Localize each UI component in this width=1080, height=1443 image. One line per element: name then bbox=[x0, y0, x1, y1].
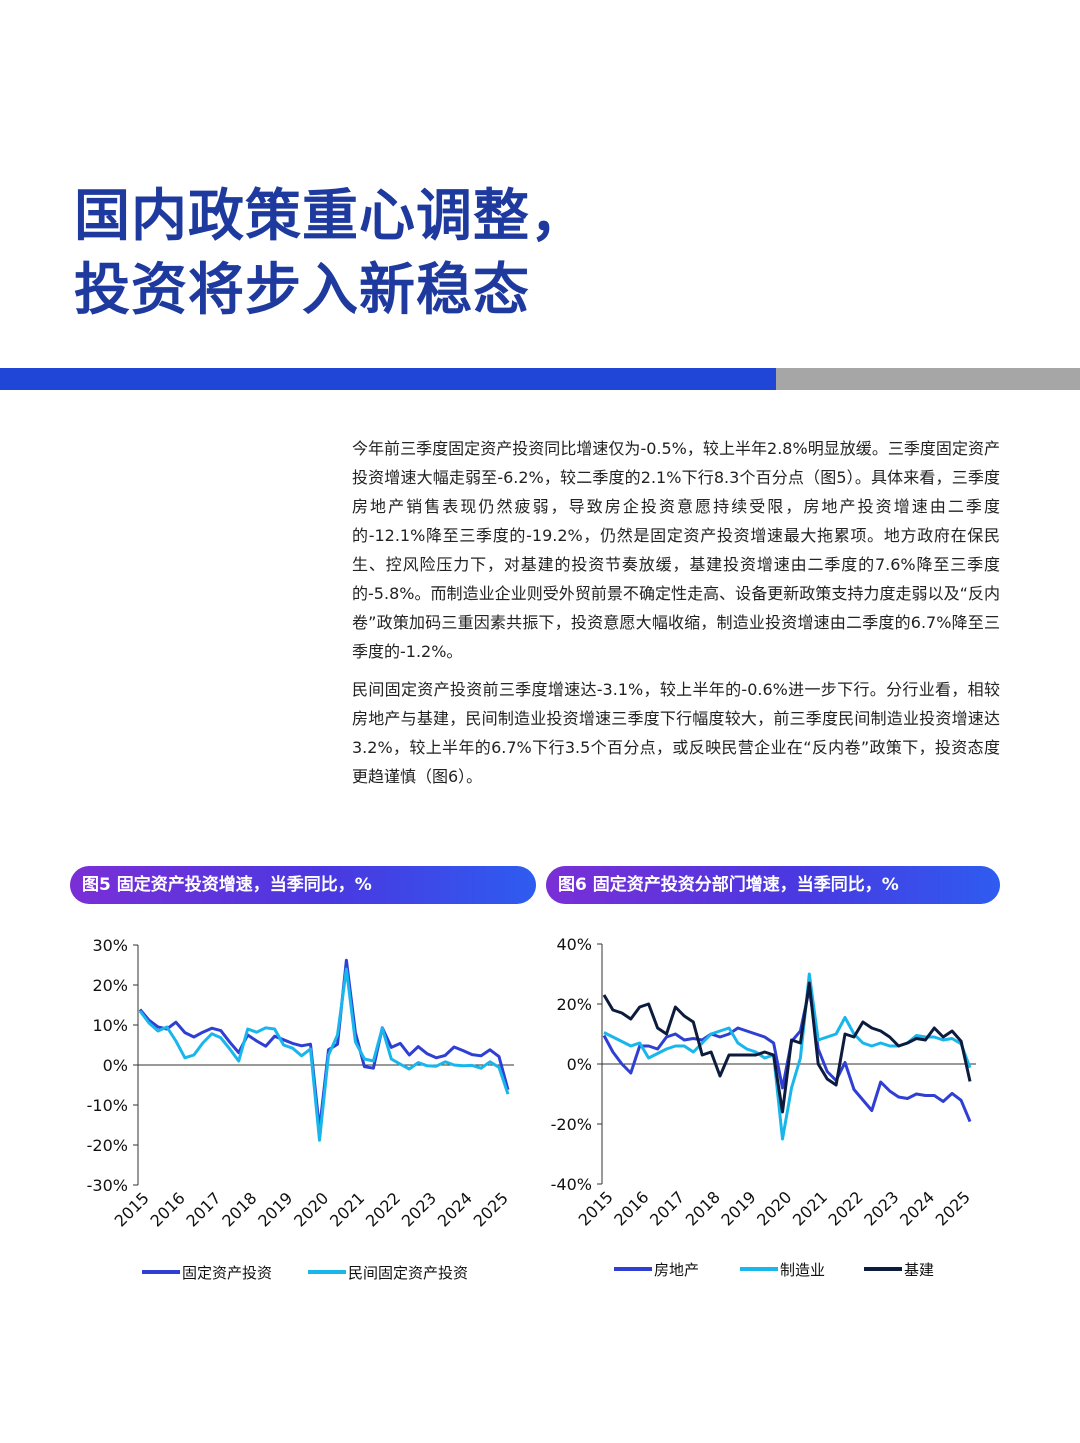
chart5-x-tick-label: 2025 bbox=[470, 1188, 512, 1230]
chart5-legend-label: 民间固定资产投资 bbox=[348, 1264, 468, 1282]
chart5-x-tick-label: 2018 bbox=[218, 1188, 260, 1230]
divider-blue-segment bbox=[0, 368, 776, 390]
chart5-y-tick-label: -30% bbox=[87, 1176, 128, 1195]
chart6-x-tick-label: 2021 bbox=[789, 1187, 831, 1229]
chart6-series-line-2 bbox=[602, 981, 972, 1114]
chart6-x-tick-label: 2025 bbox=[932, 1187, 974, 1229]
chart5-x-tick-label: 2020 bbox=[290, 1188, 332, 1230]
chart6-x-tick-label: 2016 bbox=[610, 1187, 652, 1229]
chart5-y-tick-label: 20% bbox=[92, 976, 128, 995]
chart6-legend-label: 房地产 bbox=[654, 1261, 699, 1279]
chart5-legend-label: 固定资产投资 bbox=[182, 1264, 272, 1282]
chart6-x-tick-label: 2020 bbox=[753, 1187, 795, 1229]
chart6-y-tick-label: -20% bbox=[551, 1115, 592, 1134]
paragraph-2: 民间固定资产投资前三季度增速达-3.1%，较上半年的-0.6%进一步下行。分行业… bbox=[352, 680, 1000, 786]
chart6-legend-label: 制造业 bbox=[780, 1261, 825, 1279]
chart5-y-tick-label: 0% bbox=[103, 1056, 128, 1075]
section-divider bbox=[0, 368, 1080, 390]
chart5-fixed-investment-growth: 30%20%10%0%-10%-20%-30%20152016201720182… bbox=[87, 936, 514, 1282]
title-line-2: 投资将步入新稳态 bbox=[74, 258, 530, 323]
chart5-series-line-1 bbox=[138, 967, 510, 1142]
body-text: 今年前三季度固定资产投资同比增速仅为-0.5%，较上半年2.8%明显放缓。三季度… bbox=[352, 434, 1000, 800]
chart6-series-line-1 bbox=[603, 972, 972, 1141]
chart5-x-tick-label: 2024 bbox=[434, 1188, 476, 1230]
chart6-x-tick-label: 2017 bbox=[646, 1187, 688, 1229]
chart6-sector-investment-growth: 40%20%0%-20%-40%201520162017201820192020… bbox=[551, 935, 976, 1279]
chart5-title: 图5 固定资产投资增速，当季同比，% bbox=[70, 866, 536, 904]
chart6-x-tick-label: 2024 bbox=[896, 1187, 938, 1229]
chart5-y-tick-label: 30% bbox=[92, 936, 128, 955]
chart6-y-tick-label: -40% bbox=[551, 1175, 592, 1194]
chart6-x-tick-label: 2023 bbox=[860, 1187, 902, 1229]
chart6-y-tick-label: 40% bbox=[556, 935, 592, 954]
chart6-legend-label: 基建 bbox=[904, 1261, 934, 1279]
chart6-x-tick-label: 2022 bbox=[825, 1187, 867, 1229]
chart6-y-tick-label: 20% bbox=[556, 995, 592, 1014]
chart5-y-tick-label: -20% bbox=[87, 1136, 128, 1155]
chart6-x-tick-label: 2018 bbox=[682, 1187, 724, 1229]
chart5-x-tick-label: 2023 bbox=[398, 1188, 440, 1230]
chart5-x-tick-label: 2016 bbox=[147, 1188, 189, 1230]
chart6-x-tick-label: 2019 bbox=[717, 1187, 759, 1229]
chart6-y-tick-label: 0% bbox=[567, 1055, 592, 1074]
chart5-x-tick-label: 2019 bbox=[254, 1188, 296, 1230]
title-line-1: 国内政策重心调整， bbox=[74, 184, 587, 249]
chart5-x-tick-label: 2017 bbox=[182, 1188, 224, 1230]
divider-gray-segment bbox=[776, 368, 1080, 390]
chart5-x-tick-label: 2022 bbox=[362, 1188, 404, 1230]
chart5-x-tick-label: 2021 bbox=[326, 1188, 368, 1230]
chart5-y-tick-label: 10% bbox=[92, 1016, 128, 1035]
chart6-title: 图6 固定资产投资分部门增速，当季同比，% bbox=[546, 866, 1000, 904]
page-title: 国内政策重心调整， 投资将步入新稳态 bbox=[74, 180, 587, 328]
paragraph-1: 今年前三季度固定资产投资同比增速仅为-0.5%，较上半年2.8%明显放缓。三季度… bbox=[352, 439, 1000, 661]
chart6-series-line-0 bbox=[602, 987, 972, 1123]
chart5-y-tick-label: -10% bbox=[87, 1096, 128, 1115]
